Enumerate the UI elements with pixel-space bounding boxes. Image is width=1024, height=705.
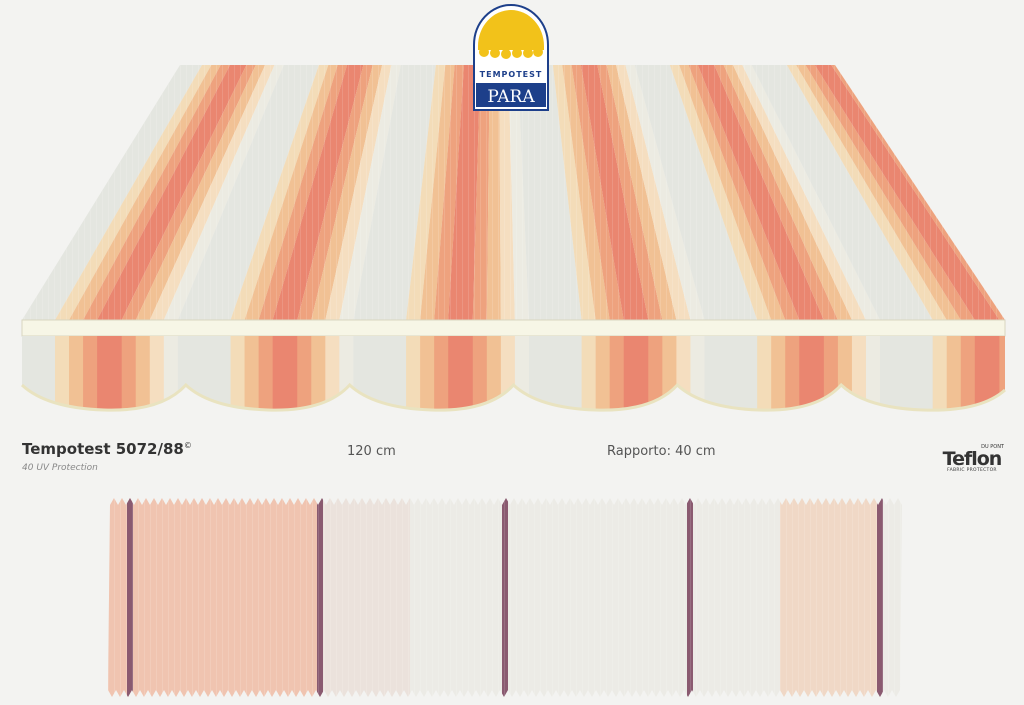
stripe bbox=[135, 336, 151, 411]
stripe bbox=[704, 336, 758, 411]
stripe bbox=[83, 336, 98, 411]
awning-valance bbox=[22, 336, 1024, 416]
stripe bbox=[406, 336, 421, 411]
stripe bbox=[662, 336, 677, 411]
stripe bbox=[121, 336, 137, 411]
stripe bbox=[960, 336, 976, 411]
stripe bbox=[500, 336, 516, 411]
stripe bbox=[837, 336, 853, 411]
stripe bbox=[420, 336, 435, 411]
stripe bbox=[353, 336, 407, 411]
stripe bbox=[448, 336, 474, 411]
stripe bbox=[690, 336, 705, 411]
awning-top bbox=[22, 65, 1005, 320]
valance-edge bbox=[20, 382, 1006, 412]
stripe bbox=[272, 336, 298, 411]
product-name: Tempotest 5072/88© bbox=[22, 440, 192, 458]
mark: © bbox=[183, 441, 192, 450]
stripe bbox=[244, 336, 260, 411]
stripe bbox=[22, 336, 56, 411]
stripe bbox=[1013, 336, 1024, 416]
stripe bbox=[297, 336, 312, 411]
stripe bbox=[799, 336, 825, 411]
stripe bbox=[932, 336, 948, 411]
stripe bbox=[434, 336, 449, 411]
teflon-logo: DU PONT Teflon FABRIC PROTECTOR bbox=[940, 444, 1004, 473]
stripe bbox=[946, 336, 962, 411]
stripe bbox=[623, 336, 649, 411]
stripe bbox=[258, 336, 274, 411]
stripe bbox=[486, 336, 502, 411]
product-width: 120 cm bbox=[347, 444, 396, 459]
stripe bbox=[676, 336, 691, 411]
stripe bbox=[97, 336, 123, 411]
stripe bbox=[757, 336, 772, 411]
stripe bbox=[880, 336, 934, 411]
stripe bbox=[325, 336, 340, 411]
tagline: FABRIC PROTECTOR bbox=[947, 468, 997, 473]
stripe bbox=[149, 336, 165, 411]
stripe bbox=[785, 336, 800, 411]
brand: Teflon bbox=[942, 448, 1003, 470]
stripe bbox=[514, 336, 530, 411]
stripe bbox=[999, 336, 1005, 411]
maker: DU PONT bbox=[981, 444, 1004, 450]
stripe bbox=[771, 336, 786, 411]
name-text: Tempotest 5072/88 bbox=[22, 440, 184, 458]
texture bbox=[108, 498, 902, 697]
product-repeat: Rapporto: 40 cm bbox=[607, 444, 716, 459]
fabric-swatch bbox=[108, 498, 902, 697]
stripe bbox=[230, 336, 246, 411]
stripe bbox=[163, 336, 179, 411]
stripe bbox=[823, 336, 839, 411]
product-subtitle: 40 UV Protection bbox=[22, 463, 98, 473]
stripe bbox=[595, 336, 611, 411]
stripe bbox=[55, 336, 70, 411]
stripe bbox=[851, 336, 867, 411]
stripe bbox=[648, 336, 663, 411]
stripe bbox=[865, 336, 881, 411]
logo-top: TEMPOTEST bbox=[480, 70, 543, 79]
stripe bbox=[528, 336, 583, 411]
logo: TEMPOTEST PARA bbox=[473, 4, 549, 111]
logo-brand: PARA bbox=[487, 87, 535, 107]
stripe bbox=[581, 336, 597, 411]
stripe bbox=[609, 336, 625, 411]
stripe bbox=[311, 336, 326, 411]
awning-bar bbox=[21, 319, 1006, 337]
stripe bbox=[69, 336, 84, 411]
stripe bbox=[472, 336, 488, 411]
stripe bbox=[339, 336, 354, 411]
